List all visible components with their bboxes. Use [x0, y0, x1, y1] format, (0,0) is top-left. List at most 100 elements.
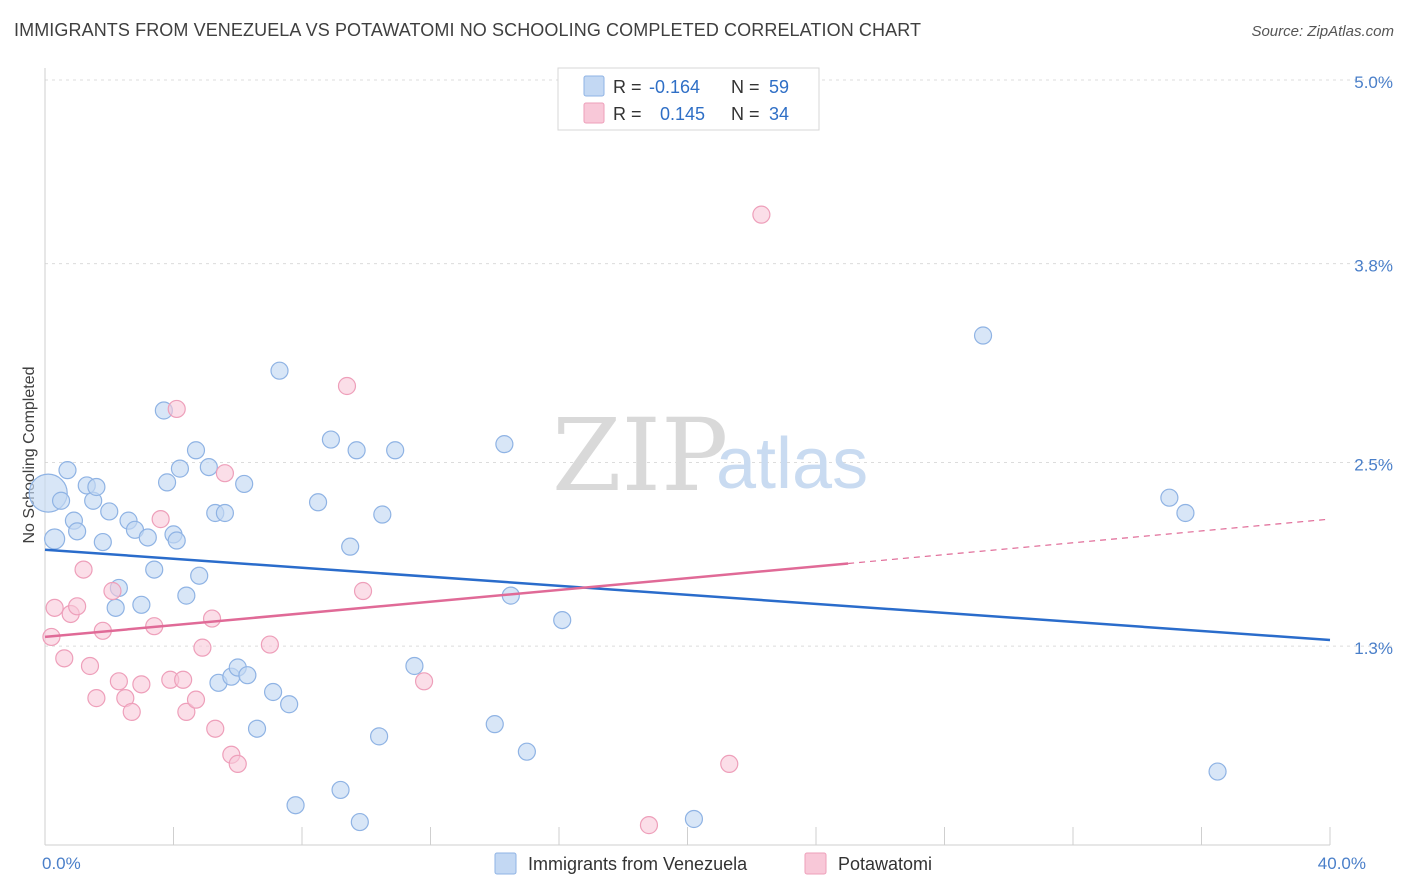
trend-line-potawatomi-extrapolated: [848, 518, 1331, 565]
point-potawatomi: [186, 690, 206, 709]
point-potawatomi: [87, 689, 106, 708]
point-venezuela: [684, 809, 704, 829]
point-potawatomi: [167, 399, 186, 419]
point-venezuela: [308, 493, 328, 512]
legend-n-value-venezuela: 59: [769, 77, 789, 97]
point-venezuela: [286, 796, 305, 815]
point-venezuela: [485, 715, 504, 734]
point-potawatomi: [353, 581, 373, 601]
point-venezuela: [553, 610, 572, 630]
tick-labels: 1.3% 2.5% 3.8% 5.0% 0.0% 40.0%: [42, 73, 1393, 873]
point-venezuela: [132, 595, 151, 614]
point-venezuela: [100, 502, 119, 521]
point-venezuela: [370, 727, 389, 746]
y-tick-label: 2.5%: [1354, 456, 1393, 475]
point-potawatomi: [45, 598, 64, 617]
chart-source: Source: ZipAtlas.com: [1251, 23, 1394, 40]
trend-line-venezuela: [44, 548, 1331, 642]
point-venezuela: [235, 474, 254, 494]
point-potawatomi: [177, 702, 196, 721]
point-potawatomi: [151, 510, 170, 529]
point-venezuela: [87, 477, 106, 497]
y-tick-label: 3.8%: [1354, 257, 1393, 276]
axes: [44, 68, 1331, 846]
legend-r-label-venezuela: R =: [613, 77, 642, 97]
point-potawatomi: [215, 464, 234, 483]
point-potawatomi: [639, 816, 659, 835]
point-venezuela: [280, 695, 299, 714]
point-venezuela: [1176, 503, 1195, 523]
point-venezuela: [215, 503, 234, 523]
point-potawatomi: [109, 672, 128, 691]
bottom-legend-swatch-venezuela: [494, 852, 517, 875]
point-venezuela: [321, 430, 341, 449]
x-tick-label: 40.0%: [1318, 854, 1366, 873]
watermark-atlas: atlas: [716, 424, 868, 504]
point-venezuela: [386, 441, 405, 460]
point-venezuela: [138, 528, 157, 547]
point-venezuela: [58, 461, 77, 480]
point-venezuela: [68, 522, 87, 541]
point-venezuela: [199, 457, 218, 477]
point-venezuela: [186, 441, 206, 460]
bottom-legend-label-potawatomi: Potawatomi: [838, 854, 932, 874]
trend-line-potawatomi: [44, 562, 849, 639]
point-potawatomi: [337, 376, 357, 396]
watermark-zip: ZIP: [552, 397, 728, 514]
legend-n-value-potawatomi: 34: [769, 104, 789, 124]
point-venezuela: [190, 566, 209, 585]
point-potawatomi: [132, 675, 151, 694]
point-venezuela: [331, 780, 350, 800]
trend-lines: [44, 518, 1331, 642]
y-axis-label: No Schooling Completed: [21, 367, 38, 544]
point-venezuela: [1160, 488, 1179, 507]
point-venezuela: [157, 473, 177, 492]
series-potawatomi-points: [42, 205, 771, 835]
point-venezuela: [44, 528, 66, 550]
point-potawatomi: [68, 597, 87, 616]
point-potawatomi: [174, 670, 193, 689]
legend-r-value-venezuela: -0.164: [649, 77, 700, 97]
legend-r-value-potawatomi: 0.145: [660, 104, 705, 124]
legend-swatch-venezuela: [583, 75, 605, 97]
y-tick-label: 1.3%: [1354, 639, 1393, 658]
grid-lines: [45, 79, 1395, 647]
point-venezuela: [405, 656, 424, 676]
bottom-legend-swatch-potawatomi: [804, 852, 827, 875]
point-venezuela: [517, 742, 536, 761]
point-venezuela: [167, 531, 186, 550]
point-potawatomi: [193, 638, 212, 657]
point-potawatomi: [720, 754, 739, 774]
point-venezuela: [1208, 762, 1227, 781]
point-venezuela: [347, 441, 366, 460]
series-venezuela-points: [28, 326, 1227, 832]
point-venezuela: [270, 361, 289, 380]
stats-legend: R = -0.164 N = 59 R = 0.145 N = 34: [557, 67, 820, 131]
legend-r-label-potawatomi: R =: [613, 104, 642, 124]
point-venezuela: [145, 560, 164, 579]
point-venezuela: [973, 326, 993, 345]
point-venezuela: [93, 532, 112, 552]
point-venezuela: [247, 719, 267, 738]
point-venezuela: [350, 812, 369, 832]
x-tick-label: 0.0%: [42, 854, 81, 873]
point-potawatomi: [752, 205, 771, 224]
point-potawatomi: [202, 609, 222, 628]
point-venezuela: [373, 505, 392, 524]
chart-title: IMMIGRANTS FROM VENEZUELA VS POTAWATOMI …: [14, 20, 922, 40]
bottom-legend-label-venezuela: Immigrants from Venezuela: [528, 854, 748, 874]
point-potawatomi: [80, 656, 100, 676]
point-venezuela: [177, 586, 196, 605]
bottom-legend: Immigrants from Venezuela Potawatomi: [494, 852, 932, 875]
point-venezuela: [106, 598, 125, 617]
point-venezuela: [238, 666, 257, 685]
point-potawatomi: [228, 754, 247, 774]
point-venezuela: [170, 459, 190, 478]
legend-n-label-potawatomi: N =: [731, 104, 760, 124]
point-venezuela: [341, 537, 360, 556]
point-potawatomi: [414, 672, 434, 691]
point-potawatomi: [122, 702, 141, 721]
point-venezuela: [51, 491, 71, 510]
point-potawatomi: [206, 719, 225, 738]
